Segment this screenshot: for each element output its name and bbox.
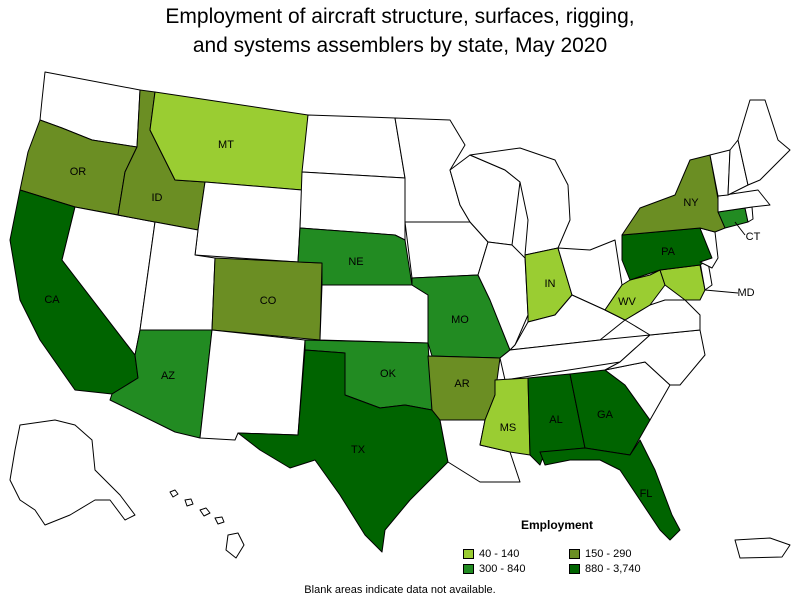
state-nm [199, 329, 306, 441]
state-label-ct: CT [746, 231, 761, 243]
title-line-2: and systems assemblers by state, May 202… [192, 34, 608, 57]
state-label-fl: FL [640, 488, 653, 500]
legend-label: 150 - 290 [585, 548, 632, 560]
legend-swatch [463, 564, 474, 574]
state-label-pa: PA [661, 246, 676, 258]
state-label-mt: MT [218, 139, 234, 151]
state-ia [404, 221, 489, 279]
state-label-co: CO [260, 295, 277, 307]
state-me [737, 99, 791, 186]
legend-item-300-840: 300 - 840 [463, 563, 569, 575]
state-ak [9, 419, 136, 526]
state-label-al: AL [549, 414, 562, 426]
state-label-ny: NY [683, 197, 699, 209]
legend-swatch [569, 564, 580, 574]
ct-leader-line [734, 221, 746, 236]
state-pr [734, 537, 791, 559]
state-label-az: AZ [161, 370, 175, 382]
footnote: Blank areas indicate data not available. [304, 584, 496, 596]
legend-swatch [569, 549, 580, 559]
state-label-mo: MO [451, 314, 469, 326]
state-label-ok: OK [380, 368, 397, 380]
state-nd [301, 114, 406, 179]
state-ma [717, 189, 771, 213]
legend-title: Employment [521, 518, 594, 532]
legend-swatch [463, 549, 474, 559]
state-label-tx: TX [351, 444, 366, 456]
state-label-in: IN [545, 278, 556, 290]
legend: Employment 40 - 140 150 - 290 300 - 840 … [463, 518, 663, 575]
state-label-id: ID [152, 192, 163, 204]
state-hi [169, 489, 245, 559]
state-tx [237, 349, 449, 553]
legend-label: 40 - 140 [479, 548, 520, 560]
state-label-ar: AR [454, 378, 469, 390]
legend-label: 300 - 840 [479, 563, 526, 575]
state-fl [539, 439, 681, 541]
state-ny [621, 154, 726, 236]
state-label-ne: NE [348, 256, 363, 268]
legend-label: 880 - 3,740 [585, 563, 641, 575]
state-label-or: OR [70, 166, 87, 178]
legend-item-150-290: 150 - 290 [569, 548, 669, 560]
state-label-md: MD [737, 287, 754, 299]
state-label-wv: WV [618, 296, 636, 308]
legend-item-40-140: 40 - 140 [463, 548, 569, 560]
state-label-ms: MS [500, 422, 517, 434]
md-leader-line [704, 289, 739, 294]
state-label-ca: CA [44, 294, 60, 306]
state-label-ga: GA [597, 409, 614, 421]
map-title: Employment of aircraft structure, surfac… [0, 2, 800, 60]
title-line-1: Employment of aircraft structure, surfac… [165, 5, 635, 28]
state-md [659, 264, 706, 301]
legend-item-880-3740: 880 - 3,740 [569, 563, 669, 575]
state-ks [319, 284, 429, 344]
state-wy [194, 181, 303, 263]
